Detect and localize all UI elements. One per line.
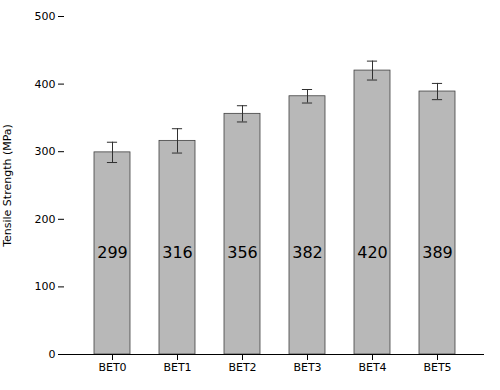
svg-text:316: 316 bbox=[162, 243, 193, 262]
svg-text:BET5: BET5 bbox=[423, 361, 451, 374]
svg-text:0: 0 bbox=[49, 348, 56, 361]
svg-text:300: 300 bbox=[35, 145, 56, 158]
svg-text:Tensile Strength (MPa): Tensile Strength (MPa) bbox=[1, 124, 14, 248]
svg-text:420: 420 bbox=[357, 243, 388, 262]
svg-text:356: 356 bbox=[227, 243, 258, 262]
svg-text:BET3: BET3 bbox=[293, 361, 321, 374]
svg-text:400: 400 bbox=[35, 78, 56, 91]
svg-text:BET4: BET4 bbox=[358, 361, 386, 374]
svg-text:200: 200 bbox=[35, 213, 56, 226]
svg-text:100: 100 bbox=[35, 280, 56, 293]
svg-text:389: 389 bbox=[422, 243, 453, 262]
svg-text:299: 299 bbox=[97, 243, 128, 262]
svg-text:382: 382 bbox=[292, 243, 323, 262]
svg-text:BET2: BET2 bbox=[228, 361, 256, 374]
svg-text:500: 500 bbox=[35, 10, 56, 23]
svg-text:BET1: BET1 bbox=[163, 361, 191, 374]
svg-text:BET0: BET0 bbox=[98, 361, 126, 374]
